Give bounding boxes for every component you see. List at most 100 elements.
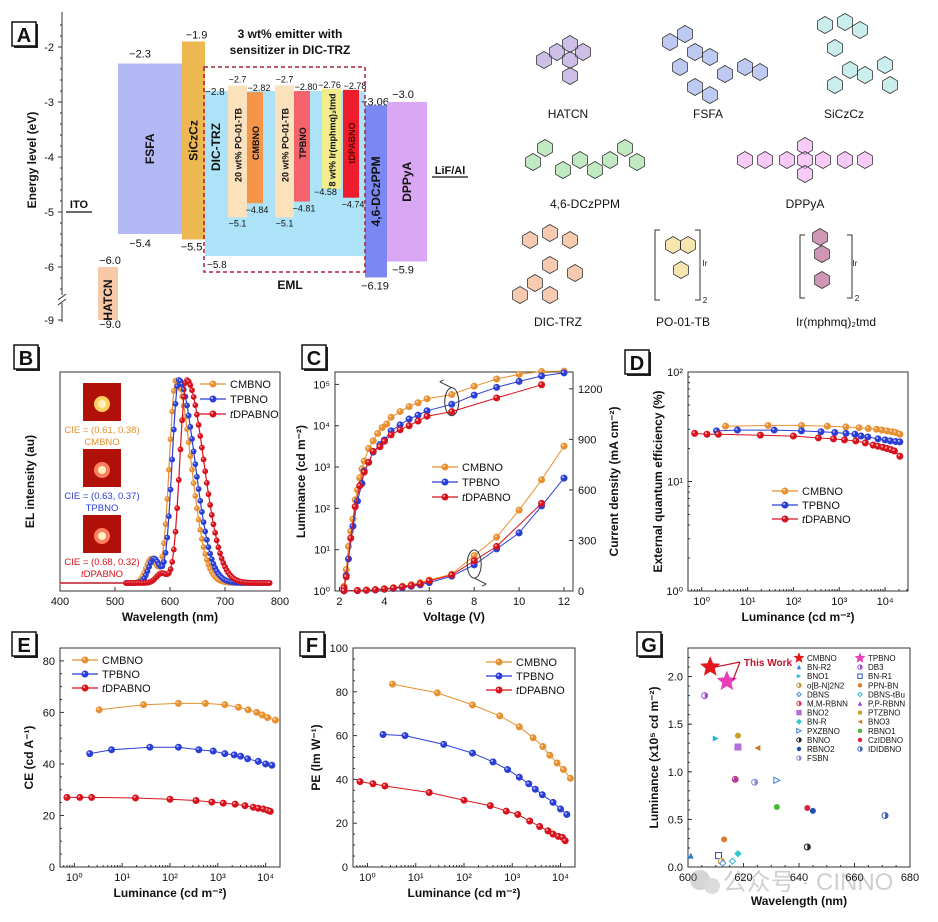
ring-shape [717, 65, 733, 83]
y-tick-label: 0 [49, 862, 55, 874]
x-tick-label: 700 [216, 596, 234, 608]
data-point-highlight [87, 751, 90, 754]
data-point-highlight [375, 431, 378, 434]
series-line [392, 683, 571, 779]
data-point-highlight [357, 779, 361, 782]
ring-shape [737, 58, 753, 76]
data-point-highlight [205, 558, 207, 560]
data-point [209, 395, 217, 403]
y-axis-label: Luminance (x10⁵ cd m⁻²) [647, 686, 661, 828]
ring-shape [827, 76, 843, 94]
data-point [553, 759, 561, 767]
data-point-highlight [875, 444, 879, 447]
data-point [174, 383, 181, 390]
data-point [231, 800, 239, 808]
data-point [161, 559, 167, 565]
data-point-highlight [208, 503, 211, 506]
data-point-highlight [366, 446, 369, 449]
data-point-highlight [170, 560, 173, 563]
data-point [495, 686, 503, 694]
lumo-value: −2.7 [229, 75, 247, 85]
data-point-highlight [856, 425, 860, 428]
data-point-highlight [180, 382, 183, 385]
y-tick-label: 10² [314, 503, 330, 515]
data-point [433, 689, 441, 697]
data-point-highlight [190, 467, 193, 470]
current-density-series-tdpabno [340, 499, 546, 595]
data-point [448, 571, 456, 579]
legend-label: DB3 [868, 663, 884, 672]
data-point [423, 395, 431, 403]
data-point [414, 411, 422, 419]
lumo-value: −2.80 [295, 82, 318, 92]
data-point-highlight [449, 402, 452, 405]
energy-layer-name: CMBNO [251, 126, 261, 160]
data-point-highlight [182, 395, 184, 397]
y-tick-label: 1.0 [668, 767, 683, 779]
data-point-highlight [210, 411, 214, 415]
scatter-point-czidbno [804, 804, 811, 811]
data-point-highlight [515, 812, 518, 815]
data-point-highlight [162, 541, 165, 544]
scatter-point-bno3 [754, 744, 761, 751]
data-point [441, 463, 449, 471]
ring-shape [814, 271, 830, 289]
data-point [890, 447, 898, 455]
y-tick-label: -9 [44, 315, 54, 327]
triangle-marker [687, 852, 694, 859]
data-point-highlight [256, 759, 259, 762]
data-point-highlight [188, 454, 191, 457]
data-point [241, 802, 249, 810]
data-point-highlight [442, 479, 446, 483]
data-point-highlight [205, 481, 207, 484]
data-point [781, 515, 789, 523]
data-point-highlight [163, 551, 166, 553]
data-point [374, 429, 382, 437]
ring-shape [662, 33, 678, 51]
legend-item: BN-R [796, 718, 827, 727]
ito-label: ITO [70, 199, 89, 211]
data-point [852, 437, 860, 445]
plot-frame [334, 371, 574, 592]
data-point-highlight [418, 581, 421, 584]
x-tick-label: 8 [471, 596, 477, 608]
data-point [549, 798, 557, 806]
ring-shape [687, 78, 703, 96]
legend-label: RBNO1 [868, 727, 896, 736]
y2-tick-label: 600 [578, 485, 596, 497]
legend-label: TPBNO [462, 477, 500, 489]
data-point [855, 424, 863, 432]
scatter-point-bno2 [734, 743, 742, 751]
data-point-highlight [183, 415, 186, 417]
data-point [184, 402, 190, 409]
legend-label: M,M-RBNN [807, 700, 848, 709]
data-point-highlight [223, 565, 226, 567]
data-point [514, 810, 522, 818]
data-point-highlight [178, 447, 181, 450]
current-density-series-cmbno [340, 442, 568, 595]
energy-layer: CMBNO −2.82 −4.84 [246, 83, 271, 215]
ring-shape [757, 151, 773, 169]
x-tick-label: 10⁰ [359, 872, 376, 884]
data-point [342, 573, 350, 581]
data-point [389, 584, 397, 592]
data-point-highlight [389, 415, 392, 418]
data-point-highlight [193, 494, 196, 497]
x-tick-label: 10⁰ [66, 872, 83, 884]
legend-label: CMBNO [462, 462, 503, 474]
data-point-highlight [147, 565, 150, 568]
legend-item: tDPABNO [432, 492, 511, 504]
subscript-2: 2 [703, 296, 708, 305]
data-point-highlight [897, 432, 901, 435]
data-point-highlight [267, 581, 270, 584]
legend-label: BNNO [807, 736, 830, 745]
data-point [389, 680, 397, 688]
data-point-highlight [362, 470, 365, 473]
data-point [76, 793, 84, 801]
data-point-highlight [494, 544, 497, 547]
half-fill [799, 683, 802, 688]
data-point [189, 387, 195, 394]
data-point [398, 583, 406, 591]
energy-layer: FSFA −2.3 −5.4 [118, 49, 182, 250]
data-point-highlight [208, 567, 211, 569]
